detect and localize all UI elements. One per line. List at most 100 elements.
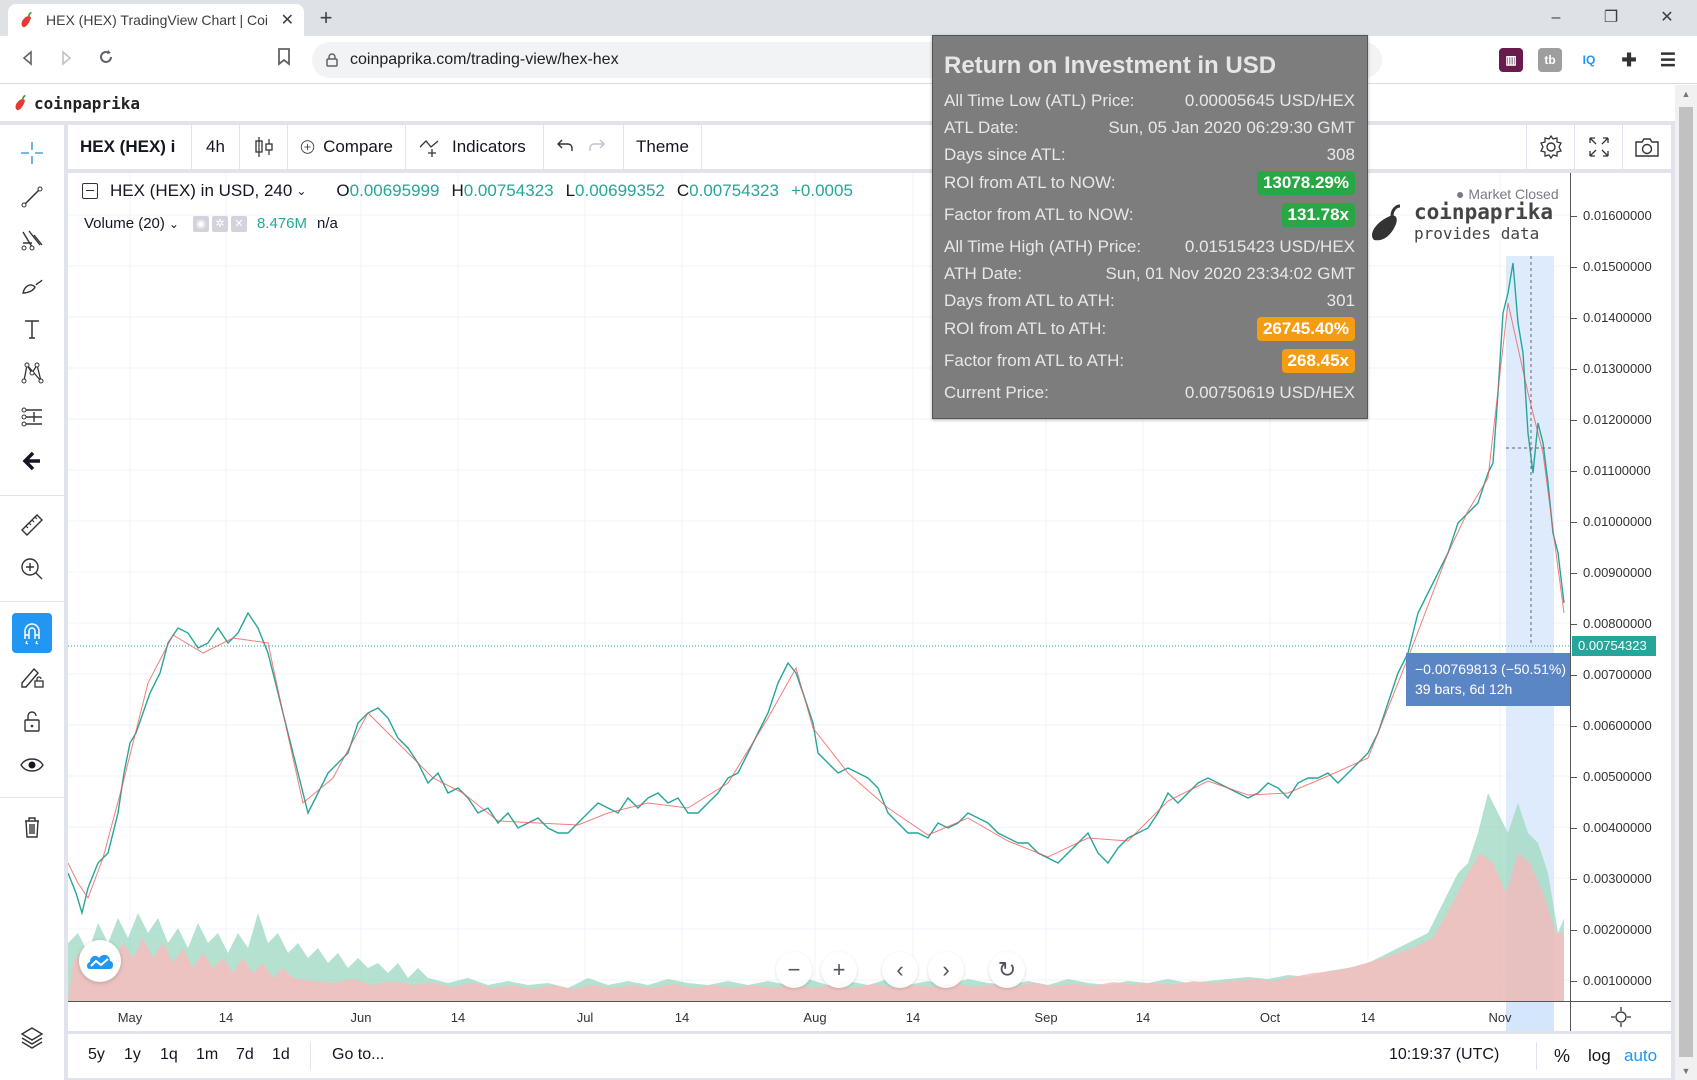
crosshair-tool[interactable]: [12, 133, 52, 173]
tb-extension-icon[interactable]: tb: [1538, 48, 1562, 72]
time-label: 14: [1135, 1010, 1151, 1025]
back-button[interactable]: [14, 46, 42, 74]
redo-button[interactable]: [588, 136, 606, 159]
reload-button[interactable]: [92, 46, 120, 74]
unlock-icon: [24, 711, 40, 732]
chili-watermark-icon: [1371, 204, 1401, 241]
price-tick: 0.00700000: [1571, 667, 1652, 682]
browser-menu-icon[interactable]: ☰: [1659, 50, 1677, 70]
volume-dropdown-icon[interactable]: ⌄: [168, 216, 179, 231]
auto-toggle[interactable]: auto: [1624, 1046, 1658, 1065]
volume-settings-icon[interactable]: ✲: [211, 215, 228, 232]
measure-tool[interactable]: [12, 505, 52, 545]
back-arrow-tool[interactable]: [12, 441, 52, 481]
fullscreen-button[interactable]: [1574, 125, 1622, 169]
bookmark-button[interactable]: [270, 46, 298, 74]
tab-close-icon[interactable]: ✕: [280, 12, 294, 29]
object-tree-tool[interactable]: [12, 1017, 52, 1057]
lock-drawings-tool[interactable]: [12, 657, 52, 697]
remove-drawings-tool[interactable]: [12, 807, 52, 847]
range-7d[interactable]: 7d: [236, 1046, 254, 1063]
volume-remove-icon[interactable]: ✕: [230, 215, 247, 232]
roi-label: ATL Date:: [944, 118, 1019, 137]
market-status: ● Market Closed: [1456, 186, 1559, 202]
chart-extension-icon[interactable]: ▥: [1499, 48, 1523, 72]
indicators-label: Indicators: [452, 137, 526, 156]
zoom-in-tool[interactable]: [12, 549, 52, 589]
forward-button[interactable]: [52, 46, 80, 74]
theme-label: Theme: [636, 137, 689, 156]
zoom-out-button[interactable]: −: [776, 952, 812, 988]
pitchfork-icon: [21, 230, 43, 251]
roi-value: Sun, 01 Nov 2020 23:34:02 GMT: [1105, 264, 1356, 283]
minimize-button[interactable]: –: [1551, 9, 1561, 26]
scroll-down-arrow-icon[interactable]: ▼: [1681, 1066, 1691, 1076]
scroll-right-button[interactable]: ›: [928, 952, 964, 988]
browser-tab[interactable]: HEX (HEX) TradingView Chart | Coi ✕: [8, 4, 304, 36]
price-axis[interactable]: 0.01600000 0.01500000 0.01400000 0.01300…: [1570, 173, 1671, 1001]
chart-settings-button[interactable]: [1526, 125, 1574, 169]
reset-chart-button[interactable]: ↻: [989, 952, 1025, 988]
series-dropdown-icon[interactable]: ⌄: [296, 184, 307, 198]
compare-button[interactable]: Compare: [288, 125, 406, 169]
log-toggle[interactable]: log: [1588, 1046, 1611, 1065]
arrow-left-icon: [22, 451, 40, 471]
zoom-in-button[interactable]: +: [821, 952, 857, 988]
range-5y[interactable]: 5y: [88, 1046, 105, 1063]
clock[interactable]: 10:19:37 (UTC): [1389, 1046, 1500, 1063]
site-brand[interactable]: coinpaprika: [34, 93, 140, 113]
theme-button[interactable]: Theme: [624, 125, 702, 169]
time-axis[interactable]: May 14 Jun 14 Jul 14 Aug 14 Sep 14 Oct 1…: [68, 1001, 1570, 1031]
main-series-legend: HEX (HEX) in USD, 240 ⌄ O 0.00695999 H 0.0…: [82, 181, 865, 201]
series-title[interactable]: HEX (HEX) in USD, 240: [110, 181, 293, 200]
new-tab-button[interactable]: +: [319, 5, 333, 30]
low-label: L: [565, 181, 576, 200]
page-scrollbar[interactable]: ▲ ▼: [1675, 85, 1697, 1080]
price-chart-canvas[interactable]: [68, 173, 1570, 1001]
close-window-button[interactable]: ✕: [1660, 9, 1674, 26]
percent-toggle[interactable]: %: [1554, 1046, 1571, 1066]
magnet-mode-toggle[interactable]: [12, 613, 52, 653]
prediction-tool[interactable]: [12, 397, 52, 437]
range-1m[interactable]: 1m: [196, 1046, 219, 1063]
symbol-search-button[interactable]: HEX (HEX) i: [68, 125, 192, 169]
price-tick: 0.01300000: [1571, 361, 1652, 376]
indicators-icon: [419, 140, 439, 157]
trendline-tool[interactable]: [12, 177, 52, 217]
interval-button[interactable]: 4h: [192, 125, 240, 169]
price-tick: 0.00900000: [1571, 565, 1652, 580]
chart-type-button[interactable]: [240, 125, 288, 169]
undo-button[interactable]: [556, 136, 574, 159]
pattern-tool[interactable]: [12, 353, 52, 393]
undo-icon: [557, 139, 573, 151]
close-value: 0.00754323: [689, 181, 779, 200]
range-1q[interactable]: 1q: [160, 1046, 178, 1063]
scrollbar-thumb[interactable]: [1679, 107, 1693, 1057]
sun-settings-icon: [1611, 1006, 1631, 1027]
restore-button[interactable]: ❐: [1603, 9, 1619, 26]
brush-tool[interactable]: [12, 265, 52, 305]
hide-drawings-tool[interactable]: [12, 745, 52, 785]
range-1d[interactable]: 1d: [272, 1046, 290, 1063]
scroll-up-arrow-icon[interactable]: ▲: [1681, 89, 1691, 99]
roi-row-ath-date: ATH Date: Sun, 01 Nov 2020 23:34:02 GMT: [944, 261, 1355, 287]
roi-label: All Time Low (ATL) Price:: [944, 91, 1135, 110]
axis-settings-button[interactable]: [1570, 1001, 1671, 1031]
time-label: Oct: [1259, 1010, 1281, 1025]
roi-label: All Time High (ATH) Price:: [944, 237, 1142, 256]
range-1y[interactable]: 1y: [124, 1046, 141, 1063]
goto-button[interactable]: Go to...: [332, 1046, 385, 1063]
scroll-left-button[interactable]: ‹: [882, 952, 918, 988]
snapshot-button[interactable]: [1622, 125, 1670, 169]
lock-all-tool[interactable]: [12, 701, 52, 741]
volume-hide-icon[interactable]: ◉: [192, 215, 209, 232]
collapse-legend-icon[interactable]: [82, 183, 98, 199]
pitchfork-tool[interactable]: [12, 221, 52, 261]
iq-extension-icon[interactable]: IQ: [1582, 53, 1596, 67]
volume-title[interactable]: Volume (20): [84, 215, 165, 232]
text-tool[interactable]: [12, 309, 52, 349]
indicators-button[interactable]: Indicators: [406, 125, 544, 169]
tradingview-logo-button[interactable]: [79, 940, 121, 982]
measure-change: −0.00769813 (−50.51%): [1415, 661, 1567, 677]
extensions-puzzle-icon[interactable]: ✚: [1621, 50, 1637, 70]
